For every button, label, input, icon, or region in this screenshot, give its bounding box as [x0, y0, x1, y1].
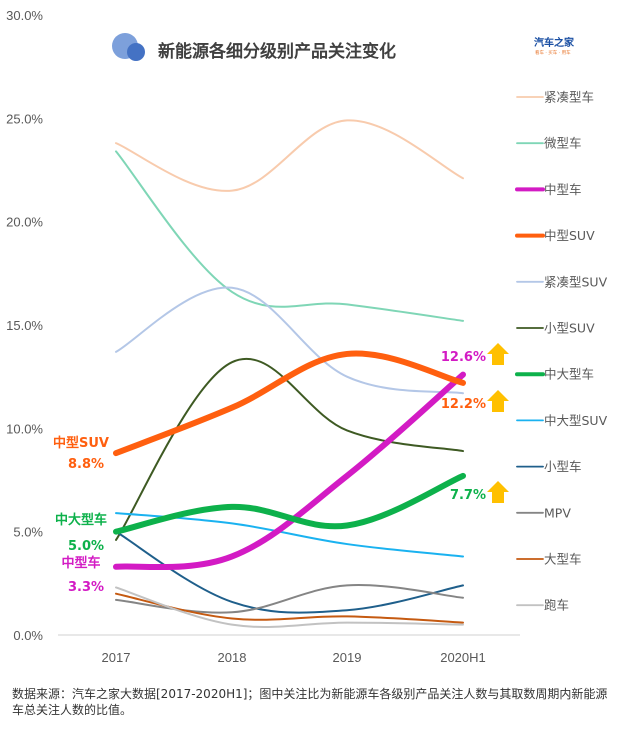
- end-label-value: 7.7%: [450, 488, 486, 503]
- series-line-3: [113, 371, 466, 571]
- title-bubble-small-icon: [127, 43, 145, 61]
- series-line-5: [115, 286, 464, 395]
- start-label-name: 中型车: [61, 555, 100, 571]
- legend-label: 紧凑型SUV: [544, 274, 608, 289]
- x-tick-label: 2017: [102, 650, 131, 665]
- legend-item: 小型SUV: [516, 321, 595, 336]
- y-tick-label: 15.0%: [6, 318, 43, 333]
- series-line-6: [115, 357, 464, 541]
- up-arrow-icon: [487, 343, 509, 365]
- axes: 0.0% 5.0% 10.0% 15.0% 20.0% 25.0% 30.0% 2017 201…: [6, 8, 520, 665]
- start-label-name: 中大型车: [55, 512, 107, 528]
- line-chart: 新能源各细分级别产品关注变化 汽车之家 看车 · 买车 · 用车 0.0% 5.0…: [6, 8, 608, 665]
- end-label-value: 12.6%: [441, 350, 486, 365]
- legend-item: 紧凑型SUV: [516, 274, 608, 289]
- legend-item: 中型SUV: [515, 228, 595, 243]
- series-line-7: [113, 472, 466, 535]
- legend-label: 中大型SUV: [544, 413, 608, 428]
- series-lines: [113, 119, 466, 629]
- legend-item: MPV: [516, 505, 571, 520]
- series-line-12: [115, 586, 464, 629]
- legend-label: 中型SUV: [544, 228, 595, 243]
- start-label-value: 5.0%: [68, 539, 104, 554]
- annotations: 中型SUV 8.8% 中大型车 5.0%中型车 3.3% 12.6% 12.2% 7.7%: [53, 343, 509, 595]
- start-label-value: 8.8%: [68, 457, 104, 472]
- legend-label: 中大型车: [544, 367, 594, 382]
- chart-title: 新能源各细分级别产品关注变化: [158, 41, 396, 62]
- x-tick-label: 2018: [218, 650, 247, 665]
- legend-label: 紧凑型车: [544, 90, 594, 105]
- y-tick-label: 30.0%: [6, 8, 43, 23]
- legend-label: 小型SUV: [544, 321, 595, 336]
- legend-item: 中大型SUV: [516, 413, 608, 428]
- series-line-9: [115, 530, 464, 614]
- x-tick-label: 2020H1: [440, 650, 486, 665]
- legend-item: 微型车: [516, 136, 582, 151]
- start-label-value: 3.3%: [68, 580, 104, 595]
- legend-item: 中大型车: [515, 367, 594, 382]
- legend-item: 小型车: [516, 459, 582, 474]
- start-label-name: 中型SUV: [53, 435, 109, 451]
- series-line-2: [115, 150, 464, 322]
- footnote: 数据来源：汽车之家大数据[2017-2020H1]；图中关注比为新能源车各级别产…: [12, 687, 608, 717]
- legend-label: 跑车: [544, 598, 569, 613]
- up-arrow-icon: [487, 481, 509, 503]
- y-tick-label: 5.0%: [13, 525, 43, 540]
- x-tick-label: 2019: [333, 650, 362, 665]
- end-label-value: 12.2%: [441, 397, 486, 412]
- legend-item: 中型车: [515, 182, 582, 197]
- series-line-4: [113, 350, 466, 457]
- legend-item: 大型车: [516, 552, 582, 567]
- logo-main-text: 汽车之家: [534, 36, 575, 49]
- legend-label: 微型车: [544, 136, 582, 151]
- chart-title-block: 新能源各细分级别产品关注变化: [112, 33, 396, 62]
- legend-label: MPV: [544, 505, 571, 520]
- legend-label: 小型车: [544, 459, 582, 474]
- legend-item: 紧凑型车: [516, 90, 594, 105]
- logo-sub-text: 看车 · 买车 · 用车: [535, 49, 571, 56]
- legend-label: 大型车: [544, 552, 582, 567]
- y-tick-label: 0.0%: [13, 628, 43, 643]
- legend-item: 跑车: [516, 598, 569, 613]
- series-line-1: [115, 119, 464, 192]
- up-arrow-icon: [487, 390, 509, 412]
- series-line-10: [115, 584, 464, 614]
- y-tick-label: 20.0%: [6, 215, 43, 230]
- legend-label: 中型车: [544, 182, 582, 197]
- autohome-logo: 汽车之家 看车 · 买车 · 用车: [534, 36, 575, 56]
- y-tick-label: 10.0%: [6, 421, 43, 436]
- y-tick-label: 25.0%: [6, 111, 43, 126]
